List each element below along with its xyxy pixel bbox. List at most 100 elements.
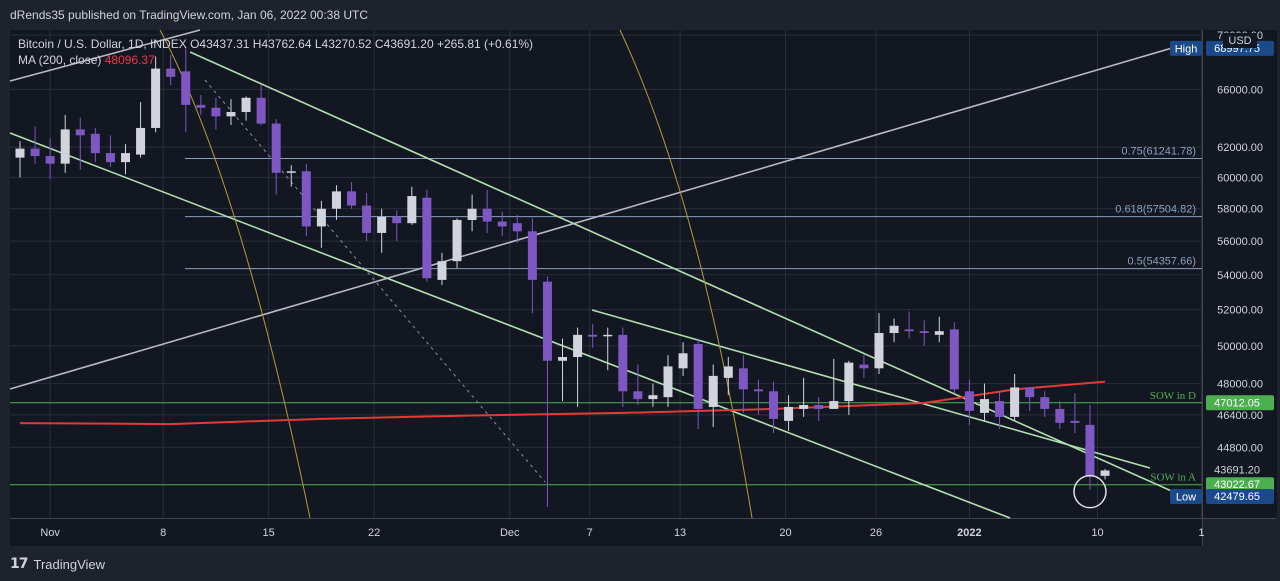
candle-bear bbox=[769, 391, 778, 419]
candle-bull bbox=[874, 333, 884, 369]
y-tick-label: 54000.00 bbox=[1217, 270, 1263, 282]
candle-bull bbox=[603, 334, 613, 337]
price-tag-caption-bg bbox=[1170, 40, 1202, 56]
uptrend-line bbox=[9, 47, 1173, 390]
candle-bear bbox=[347, 191, 357, 206]
candle-bear bbox=[301, 171, 311, 227]
price-tag-caption: Low bbox=[1176, 491, 1196, 503]
candle-bear bbox=[633, 391, 643, 400]
legend-ohlc: O43437.31 H43762.64 L43270.52 C43691.20 … bbox=[190, 37, 534, 51]
y-tick-label: 62000.00 bbox=[1217, 142, 1263, 154]
candle-bear bbox=[90, 133, 100, 154]
chart-legend: Bitcoin / U.S. Dollar, 1D, INDEX O43437.… bbox=[18, 36, 533, 68]
tradingview-brand[interactable]: 17 TradingView bbox=[10, 556, 105, 572]
x-tick-label: 10 bbox=[1091, 527, 1103, 539]
candle-bear bbox=[30, 148, 40, 157]
price-tag-caption-bg bbox=[1170, 488, 1202, 504]
candle-bull bbox=[829, 401, 839, 409]
publisher-text: dRends35 published on TradingView.com, J… bbox=[10, 8, 369, 22]
brand-name: TradingView bbox=[33, 556, 106, 572]
candle-bear bbox=[693, 344, 703, 409]
candle-bear bbox=[512, 223, 522, 232]
price-tag-green bbox=[1206, 395, 1274, 411]
channel-upper-line bbox=[189, 51, 1197, 503]
candle-bull bbox=[844, 362, 854, 402]
candle-bull bbox=[136, 127, 146, 155]
candle-bull bbox=[331, 191, 341, 209]
candle-bull bbox=[15, 148, 25, 158]
x-tick-label: 2022 bbox=[957, 527, 981, 539]
y-tick-label: 46400.00 bbox=[1217, 410, 1263, 422]
candle-bear bbox=[362, 205, 372, 233]
candle-bull bbox=[663, 366, 673, 398]
candle-bull bbox=[316, 208, 326, 227]
x-tick-label: Dec bbox=[500, 527, 520, 539]
candle-bull bbox=[437, 261, 447, 280]
candle-bear bbox=[45, 156, 55, 164]
candle-bear bbox=[919, 331, 929, 334]
legend-ma-value: 48096.37 bbox=[104, 53, 155, 67]
candle-bear bbox=[964, 391, 974, 411]
candle-bear bbox=[1070, 420, 1080, 423]
time-axis-panel bbox=[10, 519, 1202, 546]
legend-ma-label[interactable]: MA (200, close) bbox=[18, 53, 102, 67]
y-tick-label: 44800.00 bbox=[1217, 442, 1263, 454]
level-label-sow: SOW in A bbox=[1150, 472, 1196, 484]
x-tick-label: 26 bbox=[870, 527, 882, 539]
level-label-fib: 0.5(54357.66) bbox=[1128, 256, 1197, 268]
candle-bull bbox=[467, 208, 477, 220]
candle-bear bbox=[271, 123, 281, 173]
x-tick-label: 22 bbox=[368, 527, 380, 539]
x-tick-label: Nov bbox=[40, 527, 60, 539]
candle-bull bbox=[407, 196, 417, 224]
x-tick-label: 15 bbox=[263, 527, 275, 539]
candle-bull bbox=[784, 406, 794, 421]
candle-bull bbox=[120, 153, 130, 163]
candle-bull bbox=[979, 399, 989, 413]
price-tag-value: 43022.67 bbox=[1214, 479, 1260, 491]
candle-bull bbox=[799, 404, 809, 409]
tradingview-logo-icon: 17 bbox=[10, 556, 29, 572]
y-tick-label: 50000.00 bbox=[1217, 341, 1263, 353]
low-highlight-circle bbox=[1073, 474, 1107, 509]
price-tag-caption: High bbox=[1175, 43, 1198, 55]
candle-bear bbox=[392, 216, 402, 224]
currency-label: USD bbox=[1228, 35, 1251, 47]
candle-bull bbox=[934, 331, 944, 335]
candle-bear bbox=[1025, 387, 1035, 398]
y-tick-label: 56000.00 bbox=[1217, 236, 1263, 248]
legend-symbol[interactable]: Bitcoin / U.S. Dollar, 1D, INDEX bbox=[18, 37, 187, 51]
candle-bear bbox=[181, 71, 191, 105]
x-tick-label: 13 bbox=[674, 527, 686, 539]
candle-bear bbox=[196, 104, 206, 108]
price-tag-value: 47012.05 bbox=[1214, 397, 1260, 409]
level-label-fib: 0.618(57504.82) bbox=[1115, 204, 1196, 216]
y-tick-label: 48000.00 bbox=[1217, 379, 1263, 391]
price-tag-low bbox=[1206, 488, 1274, 504]
candle-bull bbox=[452, 219, 462, 262]
candle-bull bbox=[241, 97, 251, 113]
candle-bull bbox=[377, 216, 387, 233]
time-arc-right bbox=[619, 29, 753, 519]
upper-trend-line bbox=[9, 29, 201, 82]
candle-bull bbox=[226, 112, 236, 117]
price-tag-value: 42479.65 bbox=[1214, 491, 1260, 503]
y-tick-label: 52000.00 bbox=[1217, 305, 1263, 317]
candle-bull bbox=[151, 68, 161, 128]
candle-bear bbox=[482, 208, 492, 222]
level-label-sow: SOW in D bbox=[1150, 390, 1196, 402]
candle-bull bbox=[60, 129, 70, 164]
candle-bear bbox=[211, 107, 221, 117]
y-tick-label: 60000.00 bbox=[1217, 172, 1263, 184]
publish-header: dRends35 published on TradingView.com, J… bbox=[0, 0, 1280, 30]
candle-bull bbox=[286, 171, 296, 173]
legend-ma-row: MA (200, close) 48096.37 bbox=[18, 52, 533, 68]
candle-bear bbox=[904, 329, 914, 332]
candle-bear bbox=[1085, 424, 1095, 477]
footer-bar: 17 TradingView bbox=[0, 548, 1280, 581]
x-tick-label: 8 bbox=[160, 527, 166, 539]
price-tag-value: 43691.20 bbox=[1214, 464, 1260, 476]
candle-bear bbox=[75, 129, 85, 136]
x-tick-label: 20 bbox=[779, 527, 791, 539]
